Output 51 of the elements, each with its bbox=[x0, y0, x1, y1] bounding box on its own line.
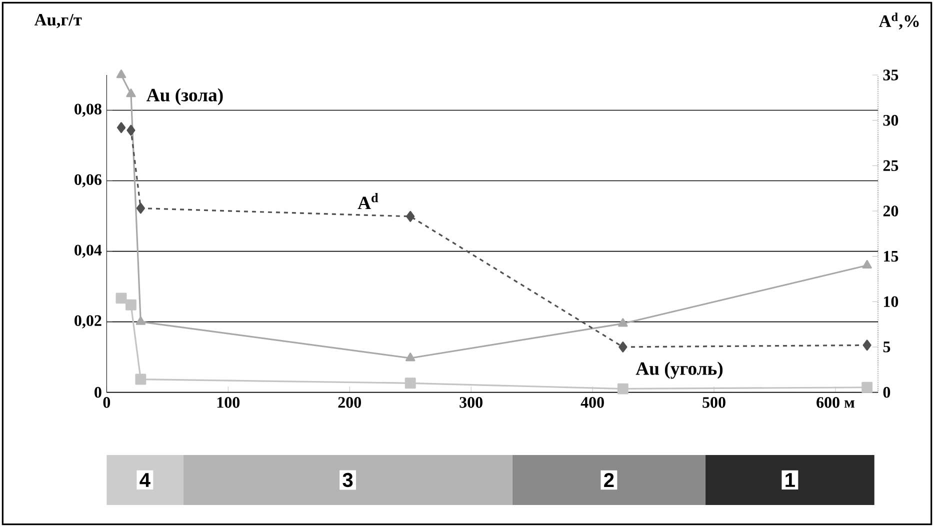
x-tick-label: 500 bbox=[702, 397, 726, 408]
point bbox=[136, 316, 146, 325]
x-tick-label: 0 bbox=[103, 397, 110, 408]
point bbox=[116, 122, 126, 134]
y2-tick-label: 35 bbox=[883, 70, 898, 80]
point bbox=[862, 260, 872, 269]
y2-tick-label: 15 bbox=[884, 250, 898, 262]
y2-tick-label: 0 bbox=[883, 386, 890, 398]
y2-tick-label: 10 bbox=[884, 296, 898, 308]
y-tick-label: 0,06 bbox=[74, 174, 102, 188]
series-label: 2 bbox=[604, 473, 614, 487]
point bbox=[618, 342, 628, 352]
y2-tick-label: 5 bbox=[883, 342, 890, 352]
series-label: 4 bbox=[140, 473, 150, 487]
y2-tick-label: 25 bbox=[883, 160, 898, 172]
bar bbox=[183, 454, 512, 505]
y2-axis-title: A$^{d}$,% bbox=[878, 12, 919, 30]
point bbox=[126, 88, 136, 98]
series-label: A$^{d}$ bbox=[358, 193, 378, 210]
x-tick-label: 400 bbox=[580, 397, 604, 408]
point bbox=[406, 210, 415, 222]
series-label: Au (зола) bbox=[146, 88, 223, 106]
y2-tick-label: 20 bbox=[883, 206, 898, 216]
point bbox=[404, 378, 416, 389]
point bbox=[116, 70, 126, 78]
y-tick-label: 0,08 bbox=[74, 104, 102, 117]
bar bbox=[512, 454, 706, 505]
point bbox=[126, 124, 136, 136]
y-axis-title: Au,г/т bbox=[34, 14, 82, 28]
point bbox=[862, 340, 872, 351]
point bbox=[116, 292, 127, 304]
point bbox=[136, 202, 145, 214]
point bbox=[862, 382, 873, 393]
bar bbox=[106, 454, 184, 505]
point bbox=[126, 299, 136, 310]
y-tick-label: 0,04 bbox=[74, 244, 102, 258]
point bbox=[617, 383, 628, 394]
bar bbox=[706, 454, 874, 505]
series-label: 3 bbox=[342, 472, 353, 488]
y2-tick-label: 30 bbox=[883, 114, 898, 126]
y-tick-label: 0 bbox=[94, 386, 102, 398]
x-tick-label: 300 bbox=[460, 397, 482, 408]
y-tick-label: 0,02 bbox=[74, 315, 102, 328]
series-label: Au (уголь) bbox=[636, 362, 723, 379]
x-tick-label: 100 bbox=[217, 397, 240, 408]
point bbox=[406, 352, 416, 362]
point bbox=[618, 318, 628, 327]
x-tick-label: 600 м bbox=[816, 397, 854, 408]
point bbox=[135, 374, 146, 385]
series-label: 1 bbox=[786, 473, 795, 487]
x-tick-label: 200 bbox=[338, 397, 361, 408]
